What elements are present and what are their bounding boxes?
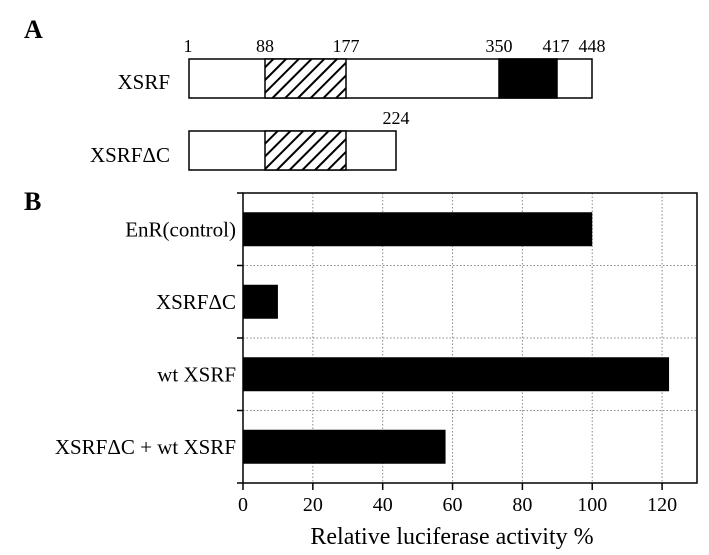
x-tick-label: 20 — [303, 494, 323, 516]
category-label: XSRFΔC + wt XSRF — [55, 435, 236, 459]
marker-350: 350 — [486, 36, 513, 56]
bar — [243, 429, 446, 464]
chart-ticks: 0 20 40 60 80 100 120 — [237, 192, 677, 516]
x-tick-label: 100 — [577, 494, 607, 516]
marker-88: 88 — [256, 36, 274, 56]
chart-category-labels: EnR(control) XSRFΔC wt XSRF XSRFΔC + wt XSR… — [55, 217, 236, 459]
panel-a-letter: A — [24, 15, 43, 44]
category-label: XSRFΔC — [156, 290, 236, 314]
x-tick-label: 40 — [373, 494, 393, 516]
bar — [243, 212, 593, 247]
x-tick-label: 0 — [238, 494, 248, 516]
x-tick-label: 120 — [647, 494, 677, 516]
panel-b-letter: B — [24, 187, 41, 216]
chart-bars — [243, 212, 670, 464]
x-tick-label: 60 — [443, 494, 463, 516]
marker-224: 224 — [383, 108, 410, 128]
bar — [243, 357, 670, 392]
marker-177: 177 — [333, 36, 360, 56]
marker-448: 448 — [579, 36, 606, 56]
bar — [243, 284, 278, 319]
x-tick-label: 80 — [512, 494, 532, 516]
x-axis-title: Relative luciferase activity % — [310, 524, 593, 550]
xsrf-delta-c-hatched-domain — [264, 130, 347, 171]
category-label: wt XSRF — [157, 362, 236, 386]
construct-diagram-xsrf-delta-c — [188, 130, 397, 171]
category-label: EnR(control) — [125, 217, 236, 241]
xsrf-hatched-domain — [264, 58, 347, 99]
construct-label-xsrf: XSRF — [117, 70, 170, 94]
construct-label-xsrf-delta-c: XSRFΔC — [90, 143, 170, 167]
xsrf-black-domain — [498, 58, 558, 99]
marker-1: 1 — [184, 36, 193, 56]
construct-diagram-xsrf — [188, 58, 593, 99]
marker-417: 417 — [543, 36, 570, 56]
